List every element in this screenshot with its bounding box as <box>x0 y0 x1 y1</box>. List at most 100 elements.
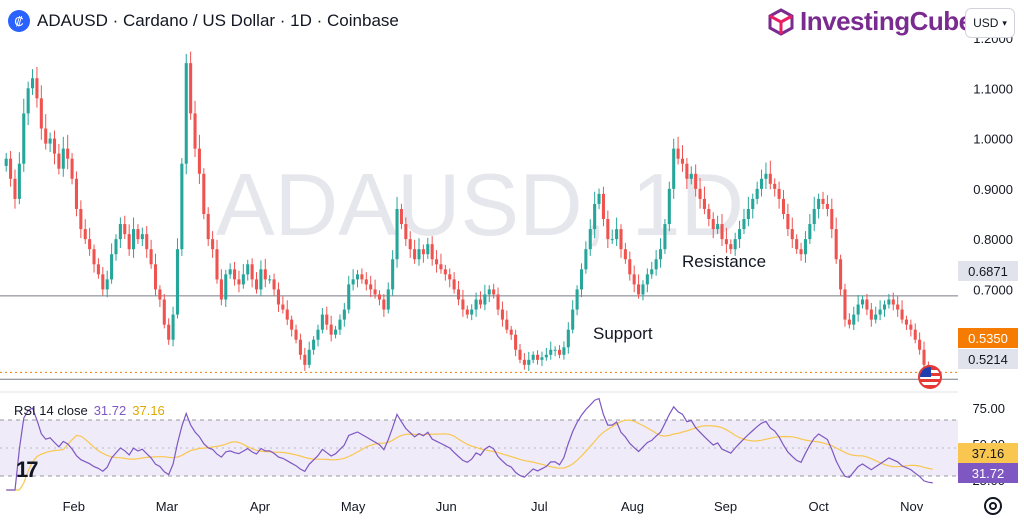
candle-body <box>263 269 267 280</box>
candle-body <box>856 304 860 315</box>
rsi-ma-badge: 37.16 <box>958 443 1018 463</box>
chevron-down-icon: ▾ <box>1002 17 1007 28</box>
candle-body <box>132 229 136 250</box>
candle-body <box>900 309 904 320</box>
us-flag-icon[interactable] <box>918 365 942 389</box>
brand-logo: InvestingCube <box>768 6 973 37</box>
candle-body <box>606 219 610 240</box>
candle-body <box>347 284 351 310</box>
candle-body <box>303 354 307 365</box>
candle-body <box>149 249 153 265</box>
chart-title-row: ₡ ADAUSD · Cardano / US Dollar · 1D · Co… <box>8 10 399 32</box>
candle-body <box>680 158 685 164</box>
candle-body <box>575 289 579 310</box>
rsi-legend: RSI 14 close 31.72 37.16 <box>14 403 165 418</box>
candle-body <box>777 188 781 199</box>
candle-body <box>17 163 21 199</box>
candle-body <box>746 208 750 220</box>
candle-body <box>360 274 364 280</box>
candle-body <box>35 78 39 99</box>
candle-body <box>531 354 535 360</box>
candle-body <box>527 359 531 365</box>
candle-body <box>48 138 52 144</box>
candle-body <box>4 158 8 166</box>
rsi-line <box>6 397 933 491</box>
candle-body <box>658 249 663 260</box>
candle-body <box>233 269 237 280</box>
rsi-legend-title: RSI 14 close <box>14 403 88 418</box>
candle-body <box>395 208 399 260</box>
month-tick-label: Jun <box>436 499 457 514</box>
currency-button[interactable]: USD ▾ <box>965 8 1015 38</box>
candle-body <box>61 148 65 169</box>
candle-body <box>764 173 768 179</box>
candle-body <box>101 274 105 290</box>
price-tick-label: 1.0000 <box>973 132 1013 147</box>
candle-body <box>909 324 913 330</box>
candle-body <box>140 234 144 240</box>
candle-body <box>461 299 465 310</box>
candle-body <box>96 264 100 275</box>
support-price-badge: 0.5214 <box>958 349 1018 369</box>
candle-body <box>891 299 895 305</box>
candle-body <box>557 349 562 355</box>
candle-body <box>588 229 592 250</box>
candle-body <box>496 294 500 310</box>
candle-body <box>44 128 48 144</box>
month-tick-label: May <box>341 499 366 514</box>
candle-body <box>571 309 575 330</box>
candle-body <box>193 113 197 149</box>
candle-body <box>654 259 658 270</box>
candle-body <box>377 294 382 300</box>
candle-body <box>175 249 180 315</box>
candle-body <box>276 289 281 305</box>
candle-body <box>26 88 30 114</box>
candle-body <box>52 138 57 154</box>
gear-icon[interactable] <box>984 497 1002 515</box>
support-label: Support <box>593 324 653 343</box>
candle-body <box>215 249 219 280</box>
candle-body <box>843 289 847 320</box>
candle-body <box>641 284 645 295</box>
candle-body <box>483 294 487 305</box>
candle-body <box>298 339 302 355</box>
candle-body <box>399 208 403 225</box>
candle-body <box>448 274 452 280</box>
candle-body <box>70 158 74 179</box>
cube-icon <box>768 7 794 36</box>
candle-body <box>373 289 377 295</box>
candle-body <box>364 279 368 285</box>
candle-body <box>724 239 728 245</box>
candle-body <box>158 289 162 300</box>
candle-body <box>597 193 601 204</box>
candle-body <box>312 339 316 350</box>
candle-body <box>219 279 223 300</box>
candle-body <box>790 229 794 240</box>
candle-body <box>825 203 829 209</box>
candle-body <box>145 234 149 250</box>
candle-body <box>404 224 408 240</box>
price-layer <box>0 51 958 380</box>
candle-body <box>417 249 421 260</box>
candle-body <box>812 208 816 225</box>
candle-body <box>426 244 430 255</box>
candle-body <box>456 289 461 300</box>
candle-body <box>615 229 619 240</box>
candle-body <box>307 349 311 365</box>
candle-body <box>579 269 584 290</box>
candle-body <box>865 299 869 310</box>
candle-body <box>869 309 873 320</box>
tradingview-logo: 17 <box>16 457 39 482</box>
candle-body <box>720 224 724 240</box>
candle-body <box>351 279 355 285</box>
candle-body <box>689 173 693 179</box>
resistance-price-text: 0.6871 <box>968 263 1008 279</box>
candle-body <box>329 324 333 335</box>
candle-body <box>342 309 346 320</box>
candle-body <box>702 198 706 209</box>
month-tick-label: Oct <box>809 499 830 514</box>
candle-body <box>751 198 755 209</box>
candle-body <box>180 163 184 250</box>
